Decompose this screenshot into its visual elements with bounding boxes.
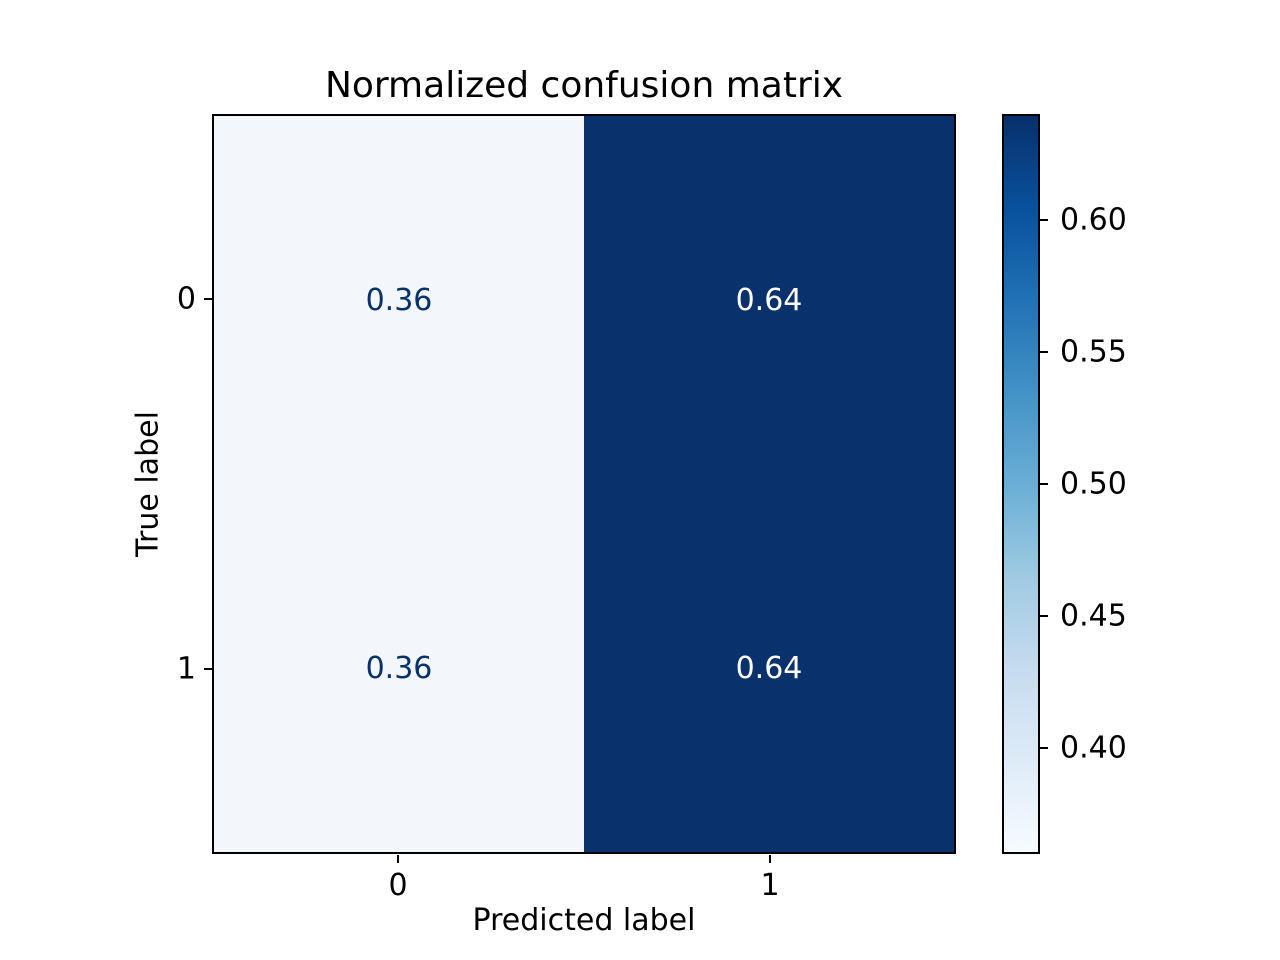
colorbar-tick-mark-1 [1040, 350, 1048, 353]
colorbar-tick-label-3: 0.45 [1060, 598, 1127, 634]
y-tick-label-0: 0 [176, 281, 196, 317]
colorbar-tick-mark-3 [1040, 615, 1048, 618]
heatmap-cell-r0c1: 0.64 [584, 116, 954, 484]
y-axis-tick-0 [204, 298, 212, 300]
colorbar-tick-label-2: 0.50 [1060, 466, 1127, 502]
colorbar-tick-mark-0 [1040, 218, 1048, 221]
x-tick-label-0: 0 [388, 868, 408, 903]
colorbar-tick-mark-2 [1040, 483, 1048, 485]
heatmap-grid: 0.36 0.64 0.36 0.64 [214, 116, 954, 852]
colorbar-tick-label-4: 0.40 [1060, 730, 1127, 766]
heatmap-cell-r1c0: 0.36 [214, 484, 584, 852]
x-axis-tick-1 [769, 855, 771, 863]
y-axis-label: True label [130, 411, 166, 557]
heatmap-cell-r1c1: 0.64 [584, 484, 954, 852]
colorbar-ticks: 0.60 0.55 0.50 0.45 0.40 [1040, 114, 1180, 854]
y-tick-label-1: 1 [176, 651, 196, 687]
x-axis-label: Predicted label [472, 903, 696, 938]
y-axis-tick-1 [204, 668, 212, 670]
heatmap-cell-r0c0: 0.36 [214, 116, 584, 484]
colorbar [1002, 114, 1040, 854]
colorbar-tick-label-1: 0.55 [1060, 334, 1127, 370]
colorbar-tick-mark-4 [1040, 747, 1048, 750]
chart-title: Normalized confusion matrix [324, 65, 844, 106]
heatmap-axes: 0.36 0.64 0.36 0.64 [212, 114, 956, 854]
colorbar-tick-label-0: 0.60 [1060, 202, 1127, 238]
x-tick-label-1: 1 [760, 868, 780, 903]
x-axis-tick-0 [397, 855, 399, 863]
